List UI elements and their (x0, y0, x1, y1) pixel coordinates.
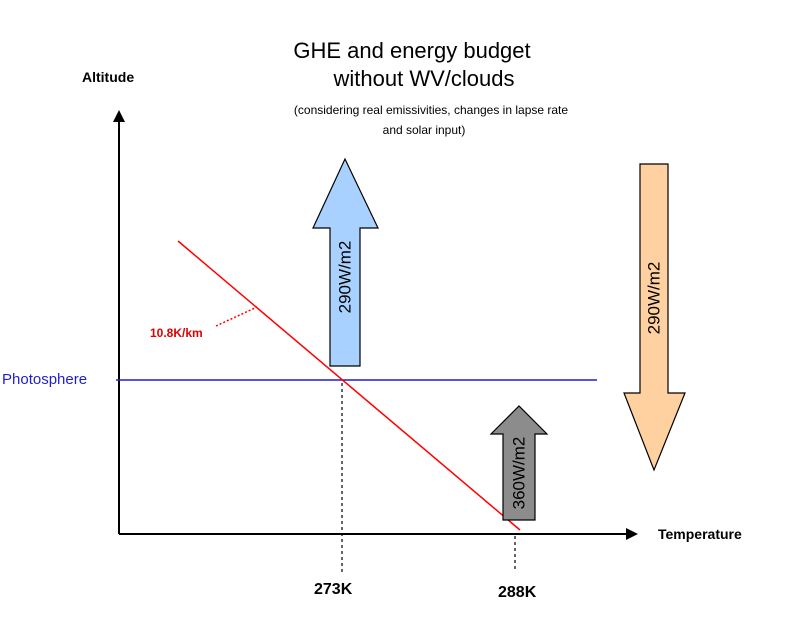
downward-arrow-solar (623, 163, 686, 472)
temp-label-273k: 273K (314, 581, 353, 598)
y-axis-label: Altitude (82, 69, 134, 85)
title-line-1: GHE and energy budget (293, 38, 530, 63)
title-line-2: without WV/clouds (333, 66, 515, 91)
x-axis-label: Temperature (658, 526, 742, 542)
subtitle-line-1: (considering real emissivities, changes … (294, 103, 568, 117)
upward-arrow-photosphere (312, 157, 379, 367)
photosphere-label: Photosphere (2, 371, 87, 388)
lapse-rate-line (177, 240, 521, 531)
upward-arrow-surface (489, 405, 549, 521)
downward-arrow-solar-label: 290W/m2 (645, 262, 664, 335)
upward-arrow-surface-label: 360W/m2 (510, 437, 529, 510)
temp-label-288k: 288K (498, 584, 537, 601)
lapse-rate-leader (215, 306, 258, 327)
lapse-rate-label: 10.8K/km (150, 326, 203, 340)
subtitle-line-2: and solar input) (383, 123, 466, 137)
upward-arrow-photosphere-label: 290W/m2 (336, 241, 355, 314)
